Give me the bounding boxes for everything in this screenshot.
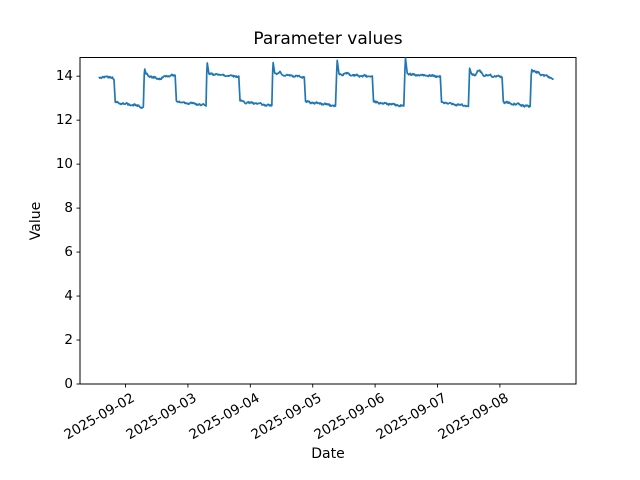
y-tick-label-8: 8	[64, 200, 73, 217]
y-tick-label-6: 6	[64, 244, 73, 261]
chart-title: Parameter values	[253, 29, 403, 49]
y-tick-label-14: 14	[55, 68, 73, 85]
y-tick-label-10: 10	[55, 156, 73, 173]
series-line	[98, 57, 554, 109]
y-tick-label-2: 2	[64, 332, 73, 349]
x-axis-label: Date	[311, 446, 345, 462]
y-tick-label-12: 12	[55, 112, 73, 129]
axes-box	[79, 57, 577, 385]
y-tick-label-4: 4	[64, 288, 73, 305]
y-tick-label-0: 0	[64, 376, 73, 392]
